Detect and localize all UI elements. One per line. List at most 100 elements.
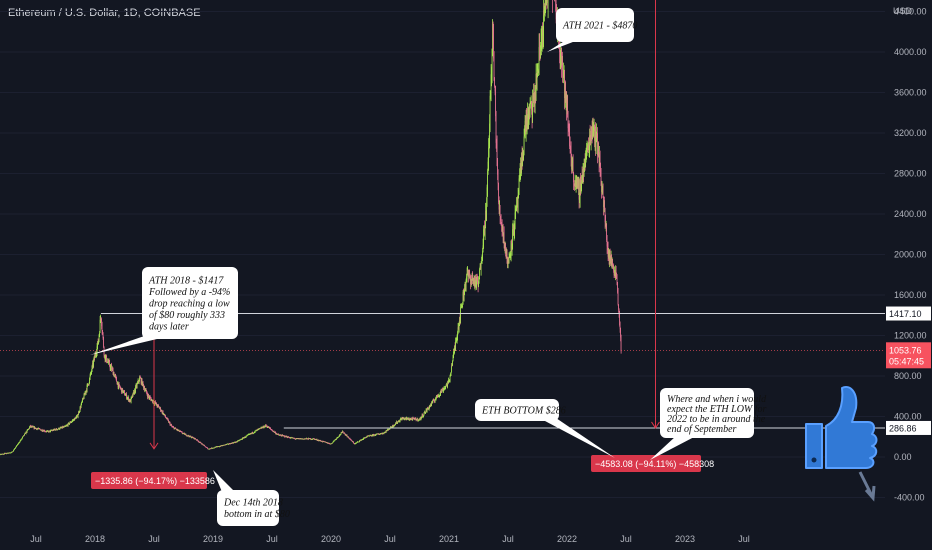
candle-body bbox=[568, 128, 570, 133]
candle-body bbox=[479, 266, 481, 270]
candle-body bbox=[113, 373, 115, 377]
candle-body bbox=[146, 390, 147, 393]
candle-body bbox=[164, 414, 166, 417]
candle-body bbox=[175, 427, 176, 429]
candle-body bbox=[217, 446, 219, 448]
candle-body bbox=[472, 279, 474, 281]
candle-body bbox=[427, 408, 429, 409]
candle-body bbox=[373, 434, 374, 436]
candle-body bbox=[417, 418, 418, 421]
candle-body bbox=[528, 116, 529, 124]
candle-body bbox=[100, 317, 102, 320]
candle-body bbox=[402, 418, 404, 420]
candle-body bbox=[3, 453, 4, 455]
candle-body bbox=[575, 179, 577, 185]
candle-body bbox=[337, 437, 339, 438]
symbol-title: Ethereum / U.S. Dollar, 1D, COINBASE bbox=[8, 7, 201, 19]
candle-body bbox=[35, 428, 36, 429]
candle-body bbox=[52, 429, 54, 431]
candle-body bbox=[1, 453, 3, 455]
candle-body bbox=[542, 32, 544, 42]
candle-body bbox=[68, 422, 70, 425]
candle-body bbox=[82, 398, 83, 402]
candle-body bbox=[458, 323, 460, 329]
candle-body bbox=[188, 435, 189, 437]
candle-body bbox=[229, 443, 231, 445]
candle-body bbox=[143, 387, 145, 389]
candle-body bbox=[118, 383, 120, 385]
candle-body bbox=[218, 446, 220, 448]
candle-body bbox=[346, 435, 348, 437]
candle-body bbox=[101, 326, 103, 331]
candle-body bbox=[479, 269, 480, 280]
candle-body bbox=[494, 80, 495, 87]
candle-body bbox=[325, 442, 327, 443]
candle-body bbox=[67, 423, 69, 426]
candle-body bbox=[389, 428, 390, 430]
candle-body bbox=[240, 439, 241, 441]
candle-body bbox=[413, 418, 414, 419]
candle-body bbox=[489, 123, 490, 143]
candle-body bbox=[140, 377, 141, 379]
candle-body bbox=[358, 441, 360, 443]
candle-body bbox=[89, 375, 91, 379]
candle-body bbox=[542, 36, 543, 42]
candle-body bbox=[93, 356, 95, 361]
candle-body bbox=[167, 419, 169, 421]
candle-body bbox=[403, 418, 404, 419]
candle-body bbox=[589, 135, 591, 139]
candle-body bbox=[348, 436, 349, 438]
candle-body bbox=[124, 395, 126, 396]
candle-body bbox=[355, 443, 356, 444]
candle-body bbox=[358, 441, 359, 443]
candle-body bbox=[344, 433, 346, 435]
candle-body bbox=[256, 429, 257, 431]
candle-body bbox=[392, 425, 394, 427]
candle-body bbox=[213, 447, 215, 449]
candle-body bbox=[411, 418, 412, 420]
candle-body bbox=[412, 417, 414, 419]
candle-body bbox=[247, 434, 249, 436]
candle-body bbox=[238, 440, 239, 442]
callout-text-line: ATH 2018 - $1417 bbox=[148, 275, 224, 286]
candle-body bbox=[614, 272, 616, 277]
candle-body bbox=[569, 146, 571, 149]
candle-body bbox=[453, 351, 454, 356]
candle-body bbox=[160, 407, 161, 411]
candle-body bbox=[106, 355, 107, 362]
candle-body bbox=[210, 448, 212, 450]
candle-body bbox=[474, 278, 475, 287]
candle-body bbox=[422, 414, 423, 417]
candle-body bbox=[189, 435, 190, 437]
candle-body bbox=[615, 269, 616, 277]
candle-body bbox=[171, 426, 173, 428]
candle-body bbox=[260, 427, 261, 429]
candle-body bbox=[311, 439, 313, 440]
callout-text-line: Followed by a -94% bbox=[148, 287, 230, 298]
candle-body bbox=[429, 405, 431, 407]
candle-body bbox=[369, 435, 371, 437]
candle-body bbox=[59, 428, 60, 430]
candle-body bbox=[213, 447, 214, 449]
candle-body bbox=[38, 428, 40, 429]
candle-body bbox=[7, 452, 8, 454]
candle-body bbox=[88, 384, 89, 386]
candle-body bbox=[11, 451, 12, 453]
candle-body bbox=[49, 430, 51, 432]
measure-arrowhead bbox=[651, 421, 660, 429]
candle-body bbox=[330, 443, 332, 445]
candle-body bbox=[438, 395, 439, 397]
candle-body bbox=[156, 405, 158, 407]
candle-body bbox=[441, 388, 443, 393]
candle-body bbox=[340, 432, 342, 435]
candle-body bbox=[323, 441, 324, 442]
candle-body bbox=[537, 72, 539, 74]
candle-body bbox=[248, 434, 250, 435]
candle-body bbox=[274, 432, 276, 433]
candle-body bbox=[322, 441, 324, 442]
candle-body bbox=[280, 434, 281, 436]
candle-body bbox=[403, 418, 405, 420]
candle-body bbox=[283, 435, 284, 437]
candle-body bbox=[203, 444, 205, 446]
